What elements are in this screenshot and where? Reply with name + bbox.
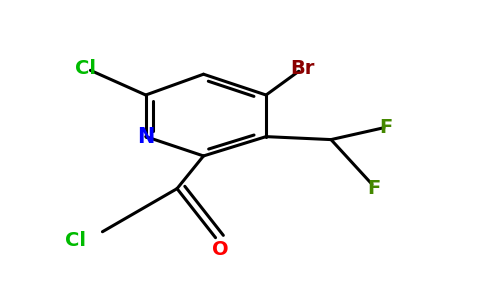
Text: F: F xyxy=(368,179,381,198)
Text: Cl: Cl xyxy=(65,231,87,250)
Text: Cl: Cl xyxy=(75,59,96,78)
Text: Br: Br xyxy=(290,59,314,78)
Text: N: N xyxy=(137,127,154,147)
Text: O: O xyxy=(212,240,228,259)
Text: F: F xyxy=(380,118,393,137)
